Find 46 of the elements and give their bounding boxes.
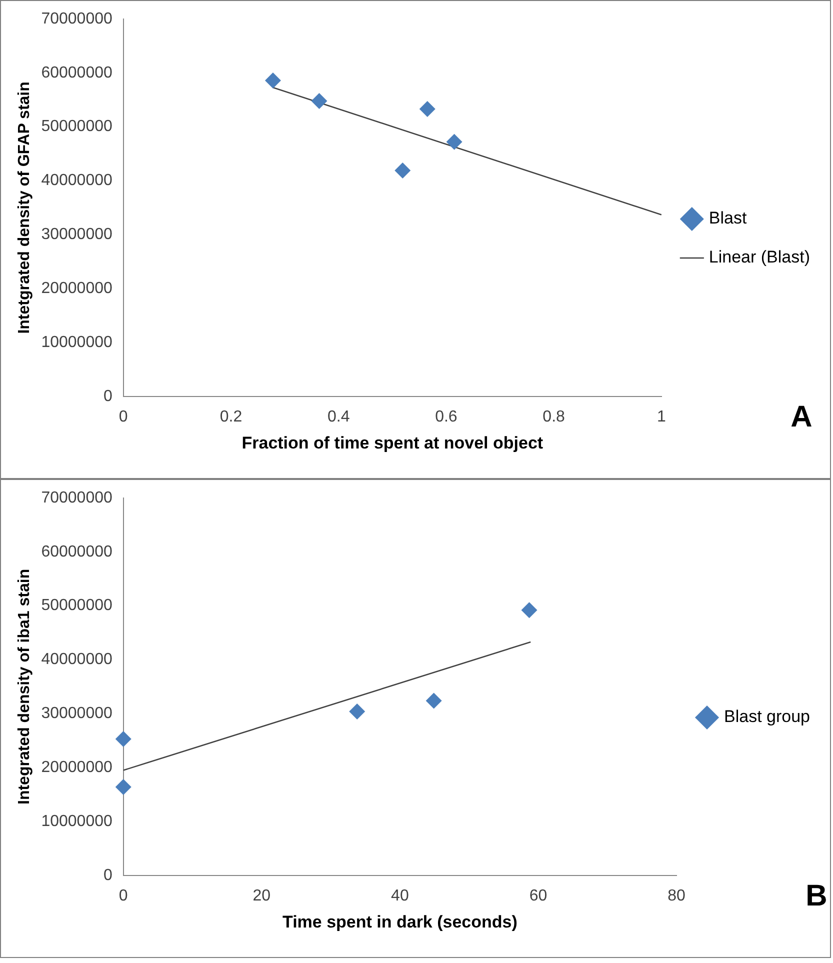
y-tick-label: 0 xyxy=(103,388,112,405)
x-tick-label: 0.6 xyxy=(435,408,458,426)
x-tick-label: 40 xyxy=(391,887,409,904)
y-tick-label: 60000000 xyxy=(41,543,112,560)
point xyxy=(349,704,366,720)
point xyxy=(419,101,436,118)
y-tick-label: 10000000 xyxy=(41,812,112,830)
y-tick-label: 30000000 xyxy=(41,705,112,722)
y-tick-label: 50000000 xyxy=(41,597,112,614)
text: B xyxy=(806,879,828,912)
x-tick-label: 60 xyxy=(529,887,548,904)
legend-label: Blast group xyxy=(724,707,810,726)
y-axis-title: Integrated density of iba1 stain xyxy=(16,568,34,805)
y-tick-label: 60000000 xyxy=(41,64,112,82)
y-tick-label: 70000000 xyxy=(41,10,112,28)
x-tick-label: 80 xyxy=(668,887,686,904)
x-axis-title: Time spent in dark (seconds) xyxy=(282,912,518,932)
x-tick-label: 0.2 xyxy=(220,408,242,426)
x-tick-label: 0 xyxy=(118,408,128,426)
y-tick-label: 30000000 xyxy=(41,226,112,244)
y-tick-label: 40000000 xyxy=(41,172,112,190)
x-tick-label: 0 xyxy=(118,887,128,904)
legend-label: Blast xyxy=(708,208,747,228)
y-tick-label: 40000000 xyxy=(41,651,112,668)
point xyxy=(521,602,538,618)
y-axis-title: Intetgrated density of GFAP stain xyxy=(16,82,34,334)
legend-label: Linear (Blast) xyxy=(708,248,810,267)
point xyxy=(446,134,462,150)
point xyxy=(264,72,281,88)
y-tick-label: 20000000 xyxy=(41,280,112,297)
x-tick-label: 0.4 xyxy=(327,408,350,426)
y-tick-label: 20000000 xyxy=(41,758,112,776)
x-axis-title: Fraction of time spent at novel object xyxy=(242,433,544,452)
point xyxy=(115,778,132,795)
text: A xyxy=(790,400,812,434)
x-tick-label: 0.8 xyxy=(542,408,566,426)
y-tick-label: 10000000 xyxy=(41,334,112,351)
point xyxy=(311,92,328,109)
y-tick-label: 70000000 xyxy=(41,489,112,506)
x-tick-label: 20 xyxy=(252,887,271,904)
y-tick-label: 0 xyxy=(103,866,112,884)
point xyxy=(115,730,132,747)
point xyxy=(394,162,411,178)
y-tick-label: 50000000 xyxy=(41,118,112,136)
point xyxy=(426,692,442,709)
x-tick-label: 1 xyxy=(656,408,666,426)
